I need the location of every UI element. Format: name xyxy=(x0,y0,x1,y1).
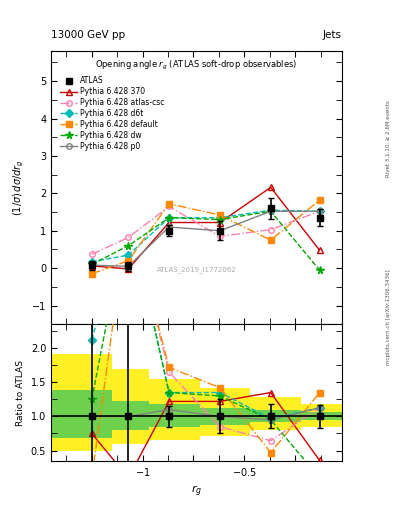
Text: mcplots.cern.ch [arXiv:1306.3436]: mcplots.cern.ch [arXiv:1306.3436] xyxy=(386,270,391,365)
Text: Rivet 3.1.10, ≥ 2.6M events: Rivet 3.1.10, ≥ 2.6M events xyxy=(386,100,391,177)
Legend: ATLAS, Pythia 6.428 370, Pythia 6.428 atlas-csc, Pythia 6.428 d6t, Pythia 6.428 : ATLAS, Pythia 6.428 370, Pythia 6.428 at… xyxy=(58,74,167,153)
Text: Opening angle $r_g$ (ATLAS soft-drop observables): Opening angle $r_g$ (ATLAS soft-drop obs… xyxy=(95,59,298,73)
X-axis label: $r_g$: $r_g$ xyxy=(191,483,202,499)
Y-axis label: $(1/\sigma)\,d\sigma/dr_g$: $(1/\sigma)\,d\sigma/dr_g$ xyxy=(12,159,26,216)
Text: Jets: Jets xyxy=(323,30,342,40)
Text: 13000 GeV pp: 13000 GeV pp xyxy=(51,30,125,40)
Y-axis label: Ratio to ATLAS: Ratio to ATLAS xyxy=(16,359,25,425)
Text: ATLAS_2019_I1772062: ATLAS_2019_I1772062 xyxy=(157,266,236,273)
